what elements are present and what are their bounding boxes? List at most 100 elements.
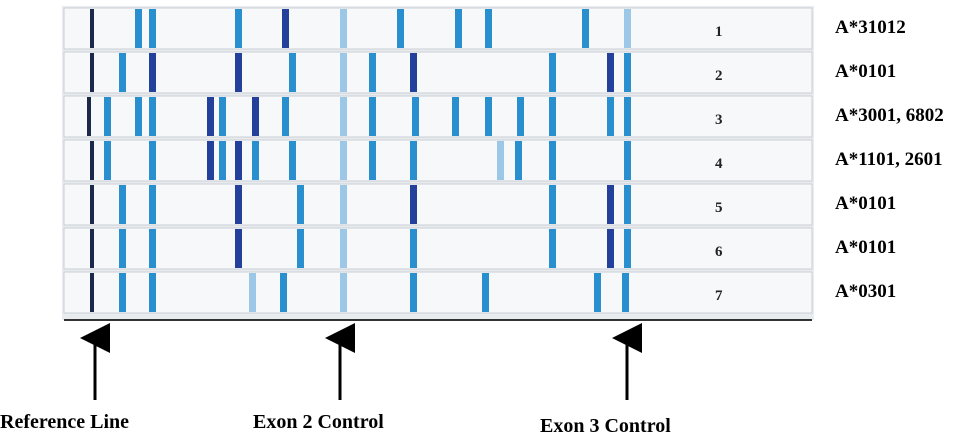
band [624, 141, 631, 180]
band [289, 141, 296, 180]
band [624, 229, 631, 268]
band [149, 229, 156, 268]
band [340, 97, 347, 136]
band [282, 9, 289, 48]
band [280, 273, 287, 312]
band [340, 141, 347, 180]
band [607, 53, 614, 92]
strip [64, 140, 812, 181]
band [119, 185, 126, 224]
band [249, 273, 256, 312]
band [235, 141, 242, 180]
band [297, 229, 304, 268]
allele-label: A*0301 [835, 281, 896, 302]
band [87, 97, 91, 136]
marker-label: Reference Line [0, 411, 129, 433]
band [607, 185, 614, 224]
band [517, 97, 524, 136]
band [235, 229, 242, 268]
band [624, 97, 631, 136]
band [282, 97, 289, 136]
band [149, 273, 156, 312]
band [485, 9, 492, 48]
band [235, 9, 242, 48]
band [369, 97, 376, 136]
strip-number: 1 [715, 24, 723, 40]
band [90, 141, 94, 180]
strip-number: 2 [715, 68, 723, 84]
band [297, 185, 304, 224]
allele-label: A*3001, 6802 [835, 105, 944, 126]
band [235, 185, 242, 224]
band [90, 229, 94, 268]
band [497, 141, 504, 180]
band [582, 9, 589, 48]
allele-label: A*1101, 2601 [835, 149, 943, 170]
band [90, 9, 94, 48]
strip [64, 52, 812, 93]
band [410, 53, 417, 92]
band [482, 273, 489, 312]
band [624, 185, 631, 224]
band [549, 229, 556, 268]
allele-label: A*0101 [835, 237, 896, 258]
band [410, 185, 417, 224]
band [410, 273, 417, 312]
strip [64, 184, 812, 225]
band [410, 141, 417, 180]
marker-label: Exon 3 Control [540, 415, 671, 437]
allele-label: A*31012 [835, 17, 906, 38]
band [594, 273, 601, 312]
band [549, 53, 556, 92]
strip [64, 96, 812, 137]
band [252, 97, 259, 136]
figure: Reference Line Exon 2 Control Exon 3 Con… [0, 0, 968, 440]
band [219, 141, 226, 180]
strip-number: 5 [715, 200, 723, 216]
strip-number: 6 [715, 244, 723, 260]
band [149, 53, 156, 92]
band [149, 97, 156, 136]
band [207, 141, 214, 180]
band [369, 141, 376, 180]
band [149, 185, 156, 224]
band [149, 9, 156, 48]
band [235, 53, 242, 92]
band [119, 273, 126, 312]
band [219, 97, 226, 136]
strip-number: 3 [715, 112, 723, 128]
allele-label: A*0101 [835, 61, 896, 82]
band [340, 185, 347, 224]
band [149, 141, 156, 180]
band [90, 273, 94, 312]
strip [64, 228, 812, 269]
band [90, 53, 94, 92]
band [135, 9, 142, 48]
band [289, 53, 296, 92]
band [252, 141, 259, 180]
band [104, 97, 111, 136]
band [607, 229, 614, 268]
band [455, 9, 462, 48]
band [207, 97, 214, 136]
band [340, 9, 347, 48]
band [549, 185, 556, 224]
band [549, 97, 556, 136]
band [119, 229, 126, 268]
band [104, 141, 111, 180]
band [412, 97, 419, 136]
band [90, 185, 94, 224]
band [410, 229, 417, 268]
strip-number: 4 [715, 156, 723, 172]
marker-label: Exon 2 Control [253, 411, 384, 433]
band [340, 229, 347, 268]
band [624, 9, 631, 48]
band [624, 53, 631, 92]
band [485, 97, 492, 136]
band [452, 97, 459, 136]
band [549, 141, 556, 180]
allele-label: A*0101 [835, 193, 896, 214]
strip [64, 272, 812, 313]
band [340, 273, 347, 312]
band [607, 97, 614, 136]
